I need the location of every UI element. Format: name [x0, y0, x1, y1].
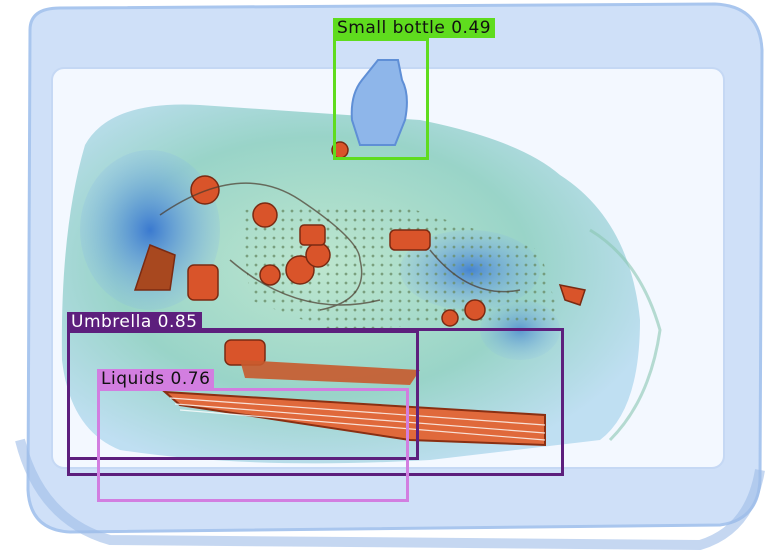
metal-objects — [133, 141, 586, 366]
detection-box-small-bottle — [333, 38, 429, 160]
detection-label-umbrella: Umbrella 0.85 — [67, 312, 202, 332]
umbrella-object — [162, 360, 546, 447]
detection-box-liquids — [97, 388, 409, 502]
detection-label-liquids: Liquids 0.76 — [97, 369, 215, 389]
detection-label-small-bottle: Small bottle 0.49 — [333, 18, 496, 38]
bottle-object — [350, 59, 408, 146]
wire-objects — [159, 182, 521, 311]
detection-box-umbrella-b — [67, 328, 564, 476]
